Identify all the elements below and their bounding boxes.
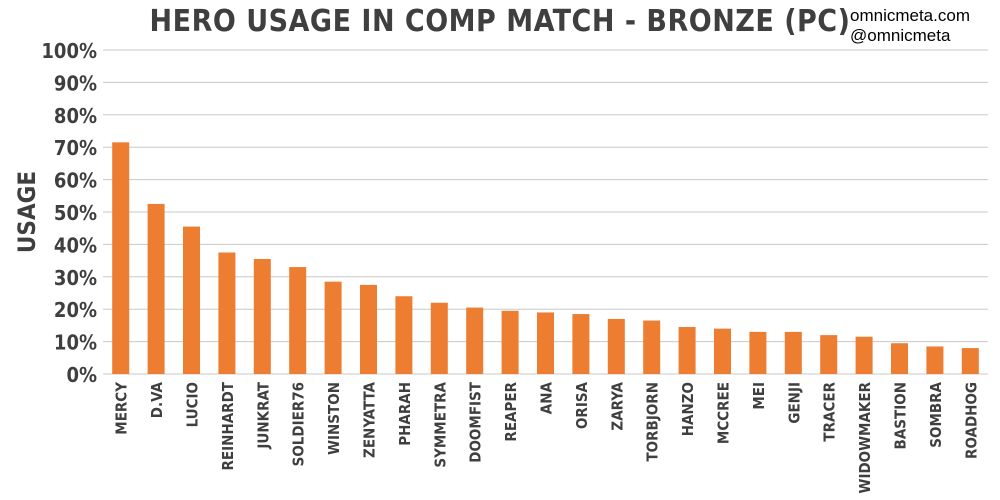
credit-site: omnicmeta.com	[850, 6, 970, 25]
x-tick-label: WINSTON	[325, 382, 343, 455]
x-tick-label: GENJI	[785, 382, 803, 424]
y-tick-label: 20%	[54, 298, 97, 322]
y-axis-label: USAGE	[13, 171, 41, 253]
y-tick-labels: 0% 10% 20% 30% 40% 50% 60% 70% 80% 90% 100%	[41, 39, 97, 387]
bar-mei	[749, 331, 767, 374]
bar-symmetra	[430, 302, 448, 374]
x-tick-label: ZENYATTA	[361, 381, 379, 458]
x-tick-label: ORISA	[573, 381, 591, 429]
bar-mercy	[112, 142, 130, 374]
bar-mccree	[714, 328, 731, 374]
x-tick-label: REINHARDT	[219, 381, 237, 470]
bar-zarya	[607, 318, 625, 374]
bar-pharah	[395, 296, 413, 374]
gridlines	[103, 49, 988, 375]
x-tick-label: LUCIO	[184, 382, 202, 427]
bar-doomfist	[466, 307, 484, 374]
y-tick-label: 50%	[54, 201, 97, 225]
bar-junkrat	[253, 258, 271, 374]
bar-widowmaker	[855, 336, 873, 374]
y-tick-label: 60%	[54, 169, 97, 193]
y-tick-label: 10%	[54, 331, 97, 355]
x-tick-label: HANZO	[679, 382, 697, 436]
x-tick-label: SOLDIER76	[290, 382, 308, 466]
bar-winston	[324, 281, 342, 374]
x-tick-label: D.VA	[148, 381, 166, 418]
bar-bastion	[891, 343, 908, 374]
x-tick-label: SOMBRA	[927, 381, 945, 447]
x-tick-label: PHARAH	[396, 382, 414, 446]
x-tick-label: MERCY	[113, 382, 131, 435]
x-tick-label: WIDOWMAKER	[856, 381, 874, 493]
y-tick-label: 80%	[54, 104, 97, 128]
bar-reaper	[501, 310, 519, 374]
bar-zenyatta	[360, 284, 377, 374]
bar-d-va	[147, 203, 165, 374]
y-tick-label: 30%	[54, 266, 97, 290]
x-tick-label: ROADHOG	[962, 382, 980, 459]
x-tick-label: TRACER	[821, 381, 839, 441]
bar-reinhardt	[218, 252, 236, 374]
x-tick-label: DOOMFIST	[467, 381, 485, 463]
x-tick-label: MCCREE	[715, 382, 733, 444]
y-tick-label: 90%	[54, 71, 97, 95]
y-tick-label: 100%	[41, 39, 97, 63]
y-tick-label: 0%	[66, 363, 97, 387]
bars	[112, 142, 979, 374]
bar-lucio	[183, 226, 200, 374]
x-tick-label: SYMMETRA	[431, 381, 449, 467]
bar-orisa	[572, 314, 590, 374]
x-tick-labels: MERCY D.VA LUCIO REINHARDT JUNKRAT SOLDIER76 W…	[113, 381, 981, 493]
x-tick-label: JUNKRAT	[254, 381, 272, 449]
x-tick-label: BASTION	[892, 382, 910, 449]
bar-tracer	[820, 335, 838, 374]
bar-sombra	[926, 346, 944, 374]
x-tick-label: TORBJORN	[644, 382, 662, 462]
bar-soldier76	[289, 267, 307, 374]
x-tick-label: MEI	[750, 382, 768, 410]
chart-title: HERO USAGE IN COMP MATCH - BRONZE (PC)	[149, 4, 851, 39]
bar-hanzo	[678, 327, 696, 374]
bar-ana	[537, 312, 554, 374]
x-tick-label: REAPER	[502, 381, 520, 441]
bar-torbjorn	[643, 320, 661, 374]
bar-genji	[784, 331, 802, 374]
bar-roadhog	[961, 348, 979, 374]
y-tick-label: 40%	[54, 233, 97, 257]
credit-handle: @omnicmeta	[850, 26, 951, 45]
x-tick-label: ANA	[538, 381, 556, 414]
y-tick-label: 70%	[54, 136, 97, 160]
x-tick-label: ZARYA	[608, 381, 626, 430]
